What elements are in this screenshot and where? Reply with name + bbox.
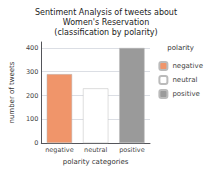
svg-text:positive: positive xyxy=(119,146,145,154)
svg-text:400: 400 xyxy=(26,44,38,52)
svg-text:number of tweets: number of tweets xyxy=(8,61,16,123)
svg-text:polarity: polarity xyxy=(167,44,194,52)
svg-text:neutral: neutral xyxy=(84,146,107,154)
svg-text:100: 100 xyxy=(26,115,38,123)
svg-text:Women's Reservation: Women's Reservation xyxy=(63,18,150,27)
svg-text:200: 200 xyxy=(26,92,38,100)
svg-text:0: 0 xyxy=(34,139,38,147)
svg-text:negative: negative xyxy=(45,146,73,154)
svg-text:(classification by polarity): (classification by polarity) xyxy=(54,28,157,37)
svg-text:positive: positive xyxy=(172,90,199,98)
svg-text:negative: negative xyxy=(172,62,203,70)
svg-text:300: 300 xyxy=(26,68,38,76)
svg-text:Sentiment Analysis of tweets a: Sentiment Analysis of tweets about xyxy=(35,8,177,17)
svg-text:polarity categories: polarity categories xyxy=(63,158,129,166)
svg-text:neutral: neutral xyxy=(172,76,197,84)
